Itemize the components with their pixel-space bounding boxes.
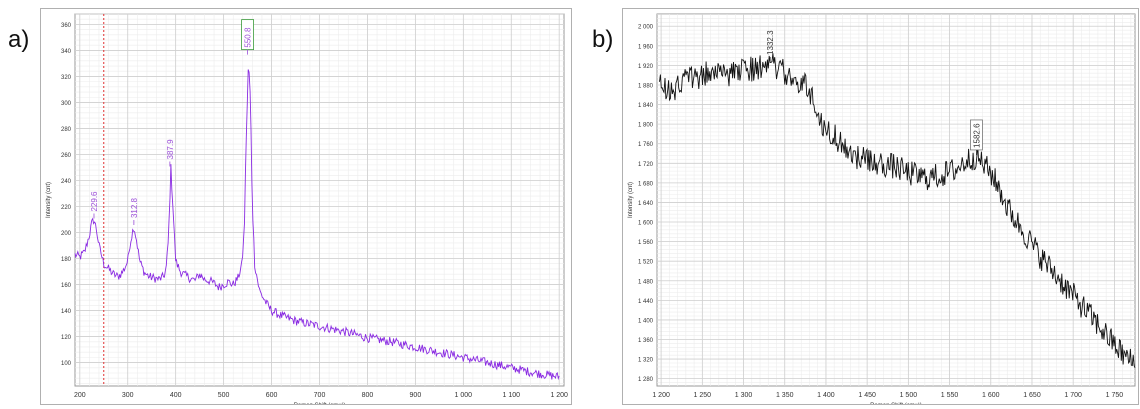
- y-tick-label: 180: [61, 257, 72, 263]
- y-tick-label: 1 600: [638, 221, 654, 227]
- x-tick-label: 1 650: [1023, 392, 1041, 399]
- major-grid: [75, 14, 564, 386]
- y-tick-label: 1 520: [638, 260, 654, 266]
- y-tick-label: 1 840: [638, 103, 654, 109]
- x-tick-label: 1 600: [982, 392, 1000, 399]
- y-tick-label: 200: [61, 231, 72, 237]
- x-tick-label: 1 350: [776, 392, 794, 399]
- chart-b-svg: 1 200 1 250 1 300 1 350 1 400 1 450 1 500 1 550…: [628, 13, 1136, 409]
- x-tick-label: 1 500: [900, 392, 918, 399]
- x-tick-label: 1 100: [502, 392, 520, 399]
- y-tick-label: 260: [61, 153, 72, 159]
- y-tick-label: 320: [61, 75, 72, 81]
- peak-label: 312.8: [130, 197, 139, 218]
- y-tick-label: 220: [61, 205, 72, 211]
- x-tick-label: 900: [410, 392, 422, 399]
- y-axis-title: Intensity (cnt): [46, 182, 52, 218]
- x-axis-title: Raman Shift (cm⁻¹): [294, 403, 346, 404]
- y-tick-label: 1 800: [638, 123, 654, 129]
- peak-label: 1332.3: [766, 30, 775, 55]
- spectrum-line: [659, 53, 1136, 369]
- x-tick-label: 1 300: [735, 392, 753, 399]
- y-tick-label: 340: [61, 49, 72, 55]
- y-tick-label: 1 360: [638, 338, 654, 344]
- x-tick-label: 200: [74, 392, 86, 399]
- y-tick-label: 1 320: [638, 358, 654, 364]
- peak-label: 1582.6: [972, 123, 981, 148]
- y-tick-label: 360: [61, 23, 72, 29]
- x-tick-label: 300: [122, 392, 134, 399]
- panel-label-a: a): [8, 26, 30, 53]
- x-tick-label: 1 750: [1106, 392, 1124, 399]
- x-tick-label: 1 400: [817, 392, 835, 399]
- spectrum-line: [74, 69, 560, 381]
- y-axis-title: Intensity (cnt): [628, 182, 634, 218]
- peak-label-box: [241, 19, 254, 51]
- x-axis-title: Raman Shift (cm⁻¹): [870, 403, 922, 404]
- x-tick-label: 1 250: [694, 392, 712, 399]
- chart-a-svg: 200 300 400 500 600 700 800 900 1 000 1 100 1 200 1…: [46, 13, 568, 409]
- y-tick-label: 2 000: [638, 25, 654, 31]
- raman-spectrum-chart-a: 200 300 400 500 600 700 800 900 1 000 1 100 1 200 1…: [40, 8, 572, 409]
- y-tick-label: 240: [61, 179, 72, 185]
- raman-spectrum-chart-b: 1 200 1 250 1 300 1 350 1 400 1 450 1 500 1 550…: [622, 8, 1139, 409]
- x-tick-label: 700: [314, 392, 326, 399]
- y-tick-label: 1 560: [638, 240, 654, 246]
- major-grid: [657, 14, 1135, 386]
- y-tick-label: 100: [61, 361, 72, 367]
- x-tick-label: 500: [218, 392, 230, 399]
- peak-label: 229.6: [90, 191, 99, 212]
- y-tick-label: 1 960: [638, 44, 654, 50]
- plot-area: [656, 13, 1136, 387]
- x-tick-label: 1 200: [550, 392, 568, 399]
- y-tick-label: 1 440: [638, 299, 654, 305]
- y-tick-label: 1 720: [638, 162, 654, 168]
- y-tick-label: 1 920: [638, 64, 654, 70]
- y-tick-label: 1 680: [638, 181, 654, 187]
- x-tick-label: 1 700: [1064, 392, 1082, 399]
- x-tick-label: 1 450: [858, 392, 876, 399]
- peak-label-box: [970, 119, 983, 151]
- y-tick-label: 1 400: [638, 318, 654, 324]
- y-tick-label: 1 640: [638, 201, 654, 207]
- y-tick-label: 300: [61, 101, 72, 107]
- y-tick-label: 1 880: [638, 83, 654, 89]
- panel-label-b: b): [592, 26, 614, 53]
- y-tick-label: 1 760: [638, 142, 654, 148]
- x-tick-label: 800: [362, 392, 374, 399]
- y-tick-label: 280: [61, 127, 72, 133]
- x-tick-label: 1 550: [941, 392, 959, 399]
- peak-label: 387.9: [166, 139, 175, 160]
- x-tick-label: 600: [266, 392, 278, 399]
- y-tick-label: 120: [61, 335, 72, 341]
- x-tick-label: 1 200: [652, 392, 670, 399]
- y-tick-label: 140: [61, 309, 72, 315]
- peak-label: 550.8: [244, 27, 253, 48]
- x-tick-label: 400: [170, 392, 182, 399]
- y-tick-label: 1 480: [638, 279, 654, 285]
- y-tick-label: 160: [61, 283, 72, 289]
- x-tick-label: 1 000: [455, 392, 473, 399]
- y-tick-label: 1 280: [638, 377, 654, 383]
